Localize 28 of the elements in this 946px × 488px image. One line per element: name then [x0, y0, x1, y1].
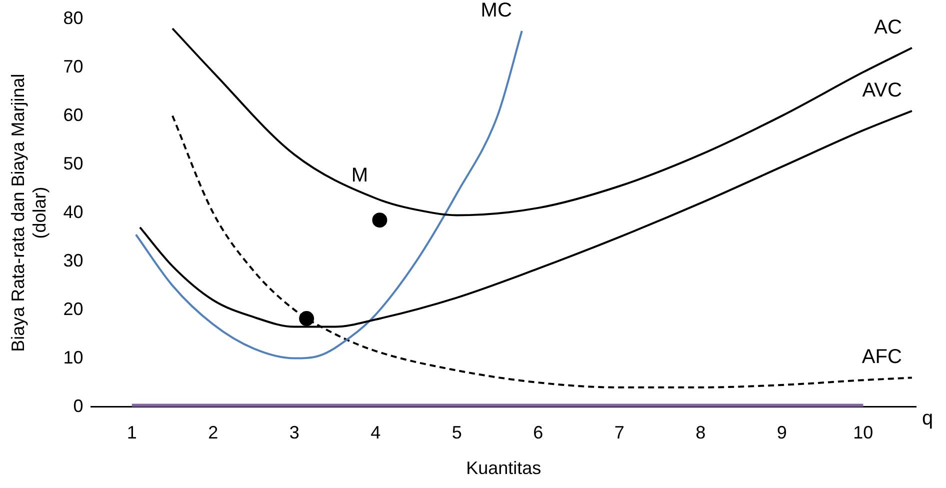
y-axis-title: Biaya Rata-rata dan Biaya Marjinal (dolar) [8, 74, 50, 352]
y-tick-label: 40 [63, 202, 84, 222]
y-tick-label: 80 [63, 8, 84, 28]
y-tick-label: 20 [63, 298, 84, 319]
annotation: M [351, 164, 368, 187]
x-axis-title: Kuantitas [466, 458, 542, 478]
x-tick-label: 3 [289, 422, 300, 443]
x-tick-label: 1 [126, 422, 137, 443]
x-tick-label: 6 [533, 422, 544, 443]
series-label: MC [480, 0, 512, 22]
line-series [134, 30, 523, 360]
series-label: AVC [862, 79, 902, 102]
x-tick-label: 8 [696, 422, 706, 443]
x-tick-label: 10 [853, 422, 874, 443]
y-tick-label: 50 [63, 153, 84, 174]
x-tick-label: 5 [452, 422, 462, 443]
series-label: AC [874, 16, 902, 38]
y-tick-label: 60 [63, 104, 84, 125]
series-label: AFC [862, 346, 902, 368]
y-tick-label: 70 [63, 56, 84, 76]
x-tick-label: 2 [208, 422, 218, 443]
x-tick-label: 4 [370, 422, 381, 443]
x-tick-label: 7 [614, 422, 624, 443]
y-tick-label: 0 [73, 396, 84, 416]
y-tick-label: 10 [63, 347, 84, 368]
x-tick-label: 9 [776, 422, 787, 443]
y-tick-label: 30 [63, 250, 84, 270]
text: q [922, 407, 934, 430]
